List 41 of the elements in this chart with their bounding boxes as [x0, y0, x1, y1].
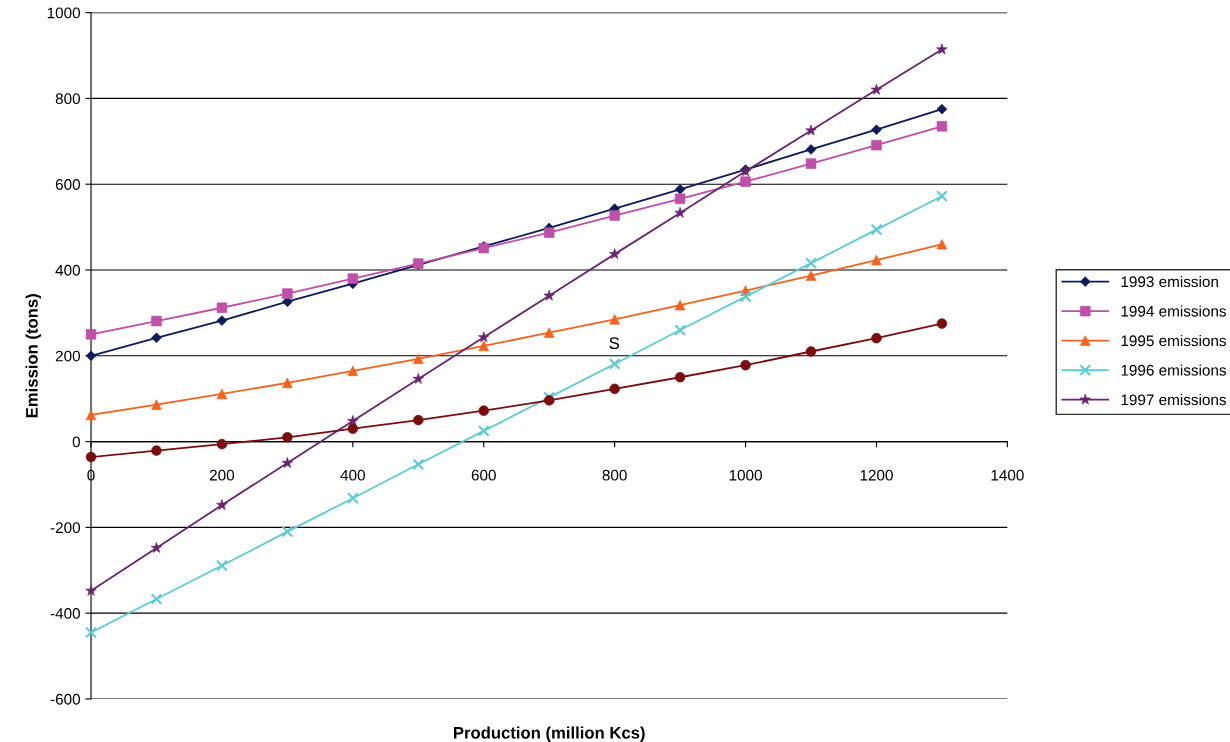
point: [412, 458, 425, 471]
point: [674, 193, 686, 204]
legend-label: 1994 emissions: [1121, 305, 1227, 317]
y-tick-label: -400: [50, 608, 81, 619]
x-tick-label: 1200: [860, 469, 893, 481]
y-tick-label: 1000: [47, 7, 81, 19]
y-tick-label: -600: [50, 693, 81, 705]
point: [477, 424, 490, 437]
y-tick-label: 200: [55, 350, 81, 362]
x-tick-label: 1000: [729, 469, 762, 481]
point: [150, 593, 163, 605]
point: [85, 626, 97, 639]
x-tick-label: 200: [209, 469, 235, 481]
point: [936, 121, 948, 132]
x-axis-title: Production (million Kcs): [454, 726, 645, 742]
y-axis-title: Emission (tons): [25, 294, 42, 418]
point: [936, 190, 948, 203]
point: [216, 559, 228, 572]
y-tick-label: 600: [55, 179, 81, 190]
x-tick-label: 600: [471, 469, 496, 481]
y-tick-label: 0: [72, 436, 81, 448]
point: [346, 492, 359, 505]
x-tick-label: 1400: [991, 469, 1024, 481]
legend-label: 1996 emissions: [1121, 364, 1227, 376]
legend-label: 1997 emissions: [1121, 393, 1227, 406]
point: [870, 223, 883, 236]
point: [608, 358, 621, 370]
annotation: S: [609, 337, 620, 350]
x-tick-label: 800: [602, 469, 627, 481]
y-tick-label: 800: [55, 93, 81, 105]
point: [281, 525, 294, 538]
x-tick-label: 400: [340, 469, 365, 481]
point: [805, 257, 817, 270]
point: [413, 353, 424, 364]
point: [739, 290, 752, 303]
y-tick-label: 400: [55, 264, 81, 276]
point: [674, 324, 686, 336]
legend-label: 1995 emissions: [1121, 334, 1227, 347]
legend-label: 1993 emission: [1121, 275, 1218, 288]
point: [543, 227, 555, 238]
y-tick-label: -200: [50, 522, 81, 534]
